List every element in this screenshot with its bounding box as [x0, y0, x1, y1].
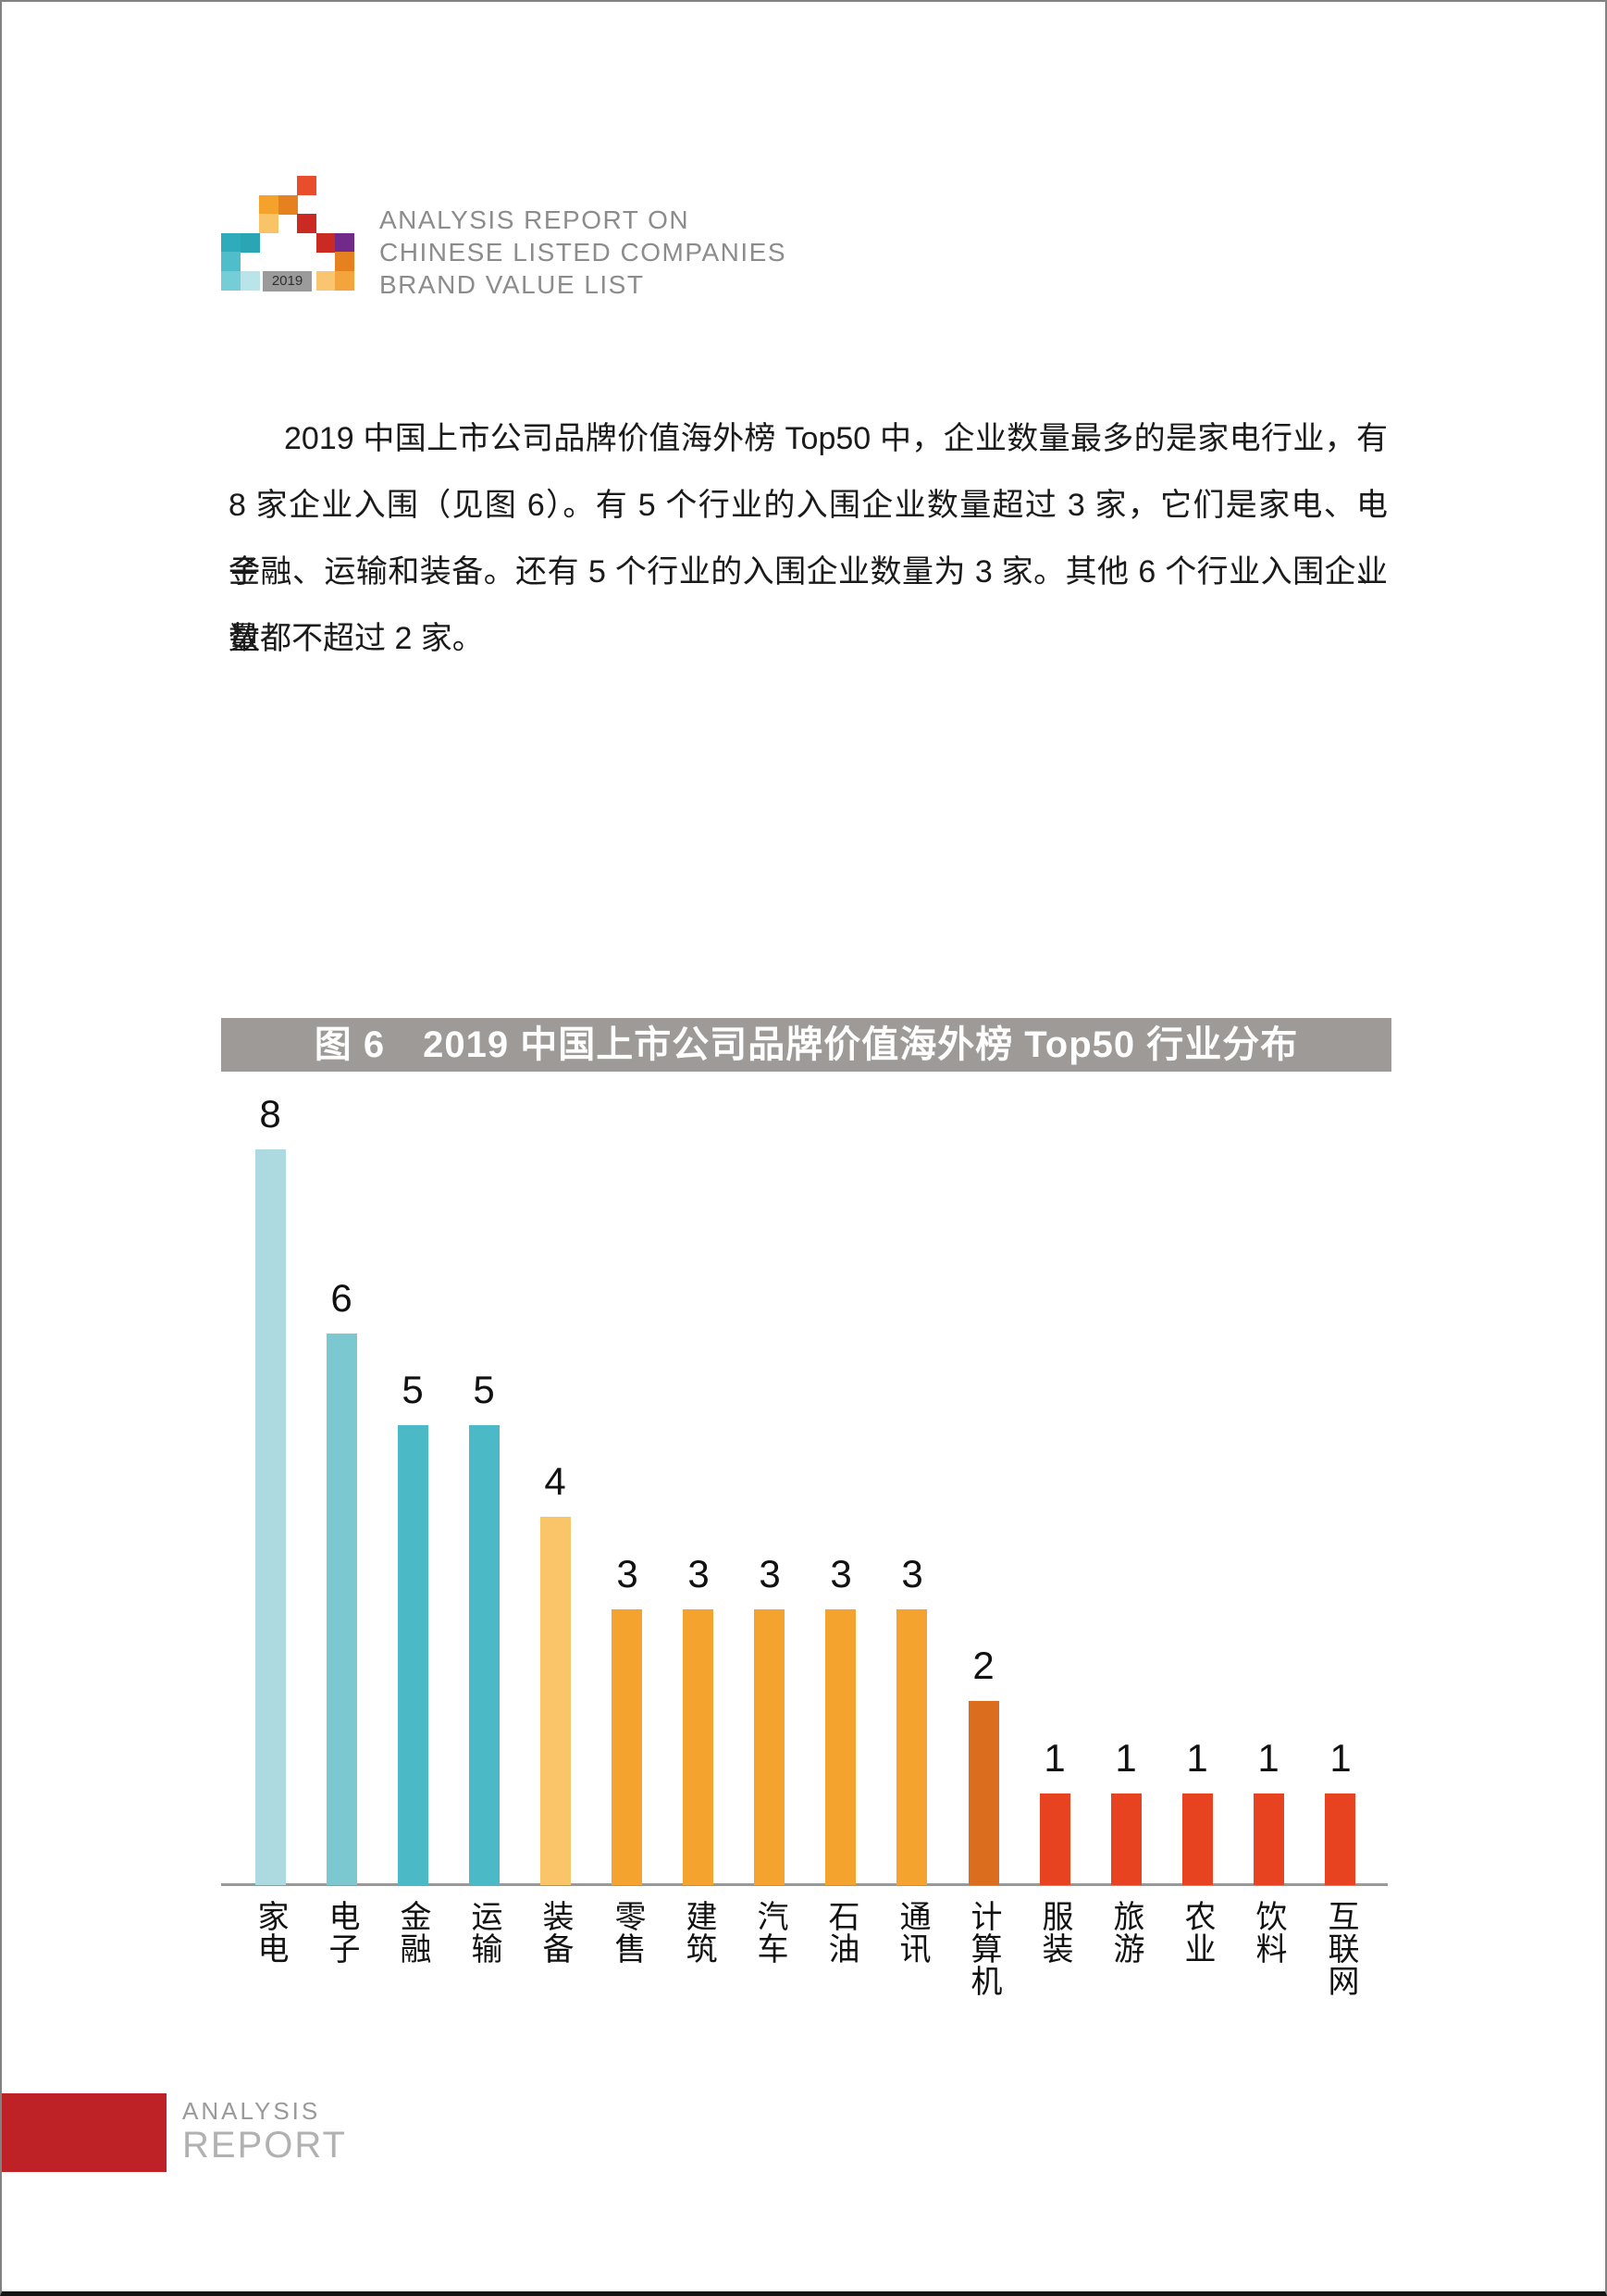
figure-6: 图 6 2019 中国上市公司品牌价值海外榜 Top50 行业分布 8 家电 6 电子…: [221, 1018, 1391, 2064]
bar-value-label: 5: [473, 1368, 495, 1411]
brand-title-line: CHINESE LISTED COMPANIES: [379, 238, 787, 267]
category-label: 金融: [395, 1900, 430, 1965]
category-label: 服装: [1037, 1900, 1072, 1965]
bar: [1111, 1793, 1142, 1885]
bar: [683, 1609, 713, 1885]
logo-square: [335, 233, 354, 253]
bar-value-label: 4: [544, 1459, 566, 1503]
logo-square: [316, 233, 336, 253]
logo-square: [259, 214, 278, 233]
logo-square: [335, 271, 354, 291]
paragraph-line: 金融、运输和装备。还有 5 个行业的入围企业数量为 3 家。其他 6 个行业入围…: [229, 554, 1388, 656]
logo-square: [221, 233, 241, 253]
footer-report-label: REPORT: [182, 2125, 347, 2166]
bar: [327, 1334, 357, 1885]
logo-square: [297, 176, 316, 195]
category-label: 建筑: [681, 1900, 716, 1965]
bar: [1182, 1793, 1213, 1885]
bar-value-label: 2: [972, 1644, 995, 1687]
paragraph-line: 2019 中国上市公司品牌价值海外榜 Top50 中，企业数量最多的是家电行业，…: [284, 421, 1388, 456]
bar-value-label: 5: [402, 1368, 424, 1411]
bar: [1254, 1793, 1284, 1885]
bar: [540, 1517, 571, 1885]
category-label: 运输: [466, 1900, 501, 1965]
category-label: 家电: [253, 1900, 288, 1965]
bar: [469, 1425, 500, 1885]
bar: [1040, 1793, 1070, 1885]
bar: [969, 1701, 999, 1885]
logo-square: [316, 271, 336, 291]
bar-value-label: 6: [330, 1276, 352, 1320]
figure-title: 图 6 2019 中国上市公司品牌价值海外榜 Top50 行业分布: [221, 1018, 1391, 1072]
bar-value-label: 1: [1329, 1736, 1352, 1780]
logo-square: [335, 252, 354, 271]
bar-value-label: 3: [616, 1552, 638, 1595]
category-label: 零售: [610, 1900, 645, 1965]
bar-value-label: 3: [830, 1552, 852, 1595]
bar-value-label: 3: [759, 1552, 781, 1595]
category-label: 石油: [823, 1900, 859, 1965]
logo-year-badge: 2019: [263, 271, 312, 292]
category-label: 通讯: [895, 1900, 930, 1965]
bar-value-label: 3: [901, 1552, 923, 1595]
bar: [1325, 1793, 1355, 1885]
bar: [612, 1609, 642, 1885]
category-label: 旅游: [1108, 1900, 1143, 1965]
category-label: 计算机: [966, 1900, 1001, 1997]
logo-square: [297, 214, 316, 233]
bar-value-label: 8: [259, 1092, 281, 1136]
category-label: 装备: [538, 1900, 573, 1965]
bar: [754, 1609, 785, 1885]
bar-value-label: 1: [1115, 1736, 1137, 1780]
brand-title-line: BRAND VALUE LIST: [379, 270, 645, 299]
bar: [896, 1609, 927, 1885]
bar-value-label: 1: [1044, 1736, 1066, 1780]
brand-title: ANALYSIS REPORT ON CHINESE LISTED COMPAN…: [379, 204, 786, 301]
logo-square: [259, 195, 278, 215]
bar-value-label: 3: [687, 1552, 710, 1595]
category-label: 农业: [1180, 1900, 1215, 1965]
bar-value-label: 1: [1186, 1736, 1208, 1780]
footer-text: ANALYSIS REPORT: [182, 2097, 347, 2166]
brand-title-line: ANALYSIS REPORT ON: [379, 205, 690, 234]
bar: [255, 1149, 286, 1885]
bar-value-label: 1: [1257, 1736, 1279, 1780]
x-axis-line: [221, 1883, 1388, 1886]
paragraph-line: 量都不超过 2 家。: [229, 621, 484, 656]
category-label: 饮料: [1251, 1900, 1286, 1965]
logo-square: [278, 195, 298, 215]
bar: [398, 1425, 428, 1885]
logo-square: [241, 271, 260, 291]
logo-square: [241, 233, 260, 253]
bar: [825, 1609, 856, 1885]
category-label: 汽车: [752, 1900, 787, 1965]
bar-chart: 8 家电 6 电子 5 金融 5 运输 4 装备 3 零售 3 建筑 3 汽车 3 石油 3 通讯 2 计算机 1 服装 1 旅游…: [221, 1018, 1391, 2064]
category-label: 互联网: [1323, 1900, 1358, 1997]
intro-paragraph: 2019 中国上市公司品牌价值海外榜 Top50 中，企业数量最多的是家电行业，…: [229, 405, 1388, 672]
footer-analysis-label: ANALYSIS: [182, 2097, 321, 2125]
logo-square: [221, 252, 241, 271]
paragraph-line: 8 家企业入围（见图 6）。有 5 个行业的入围企业数量超过 3 家，它们是家电…: [229, 488, 1388, 590]
category-label: 电子: [324, 1900, 359, 1965]
footer-accent-block: [2, 2093, 167, 2172]
logo-square: [221, 271, 241, 291]
